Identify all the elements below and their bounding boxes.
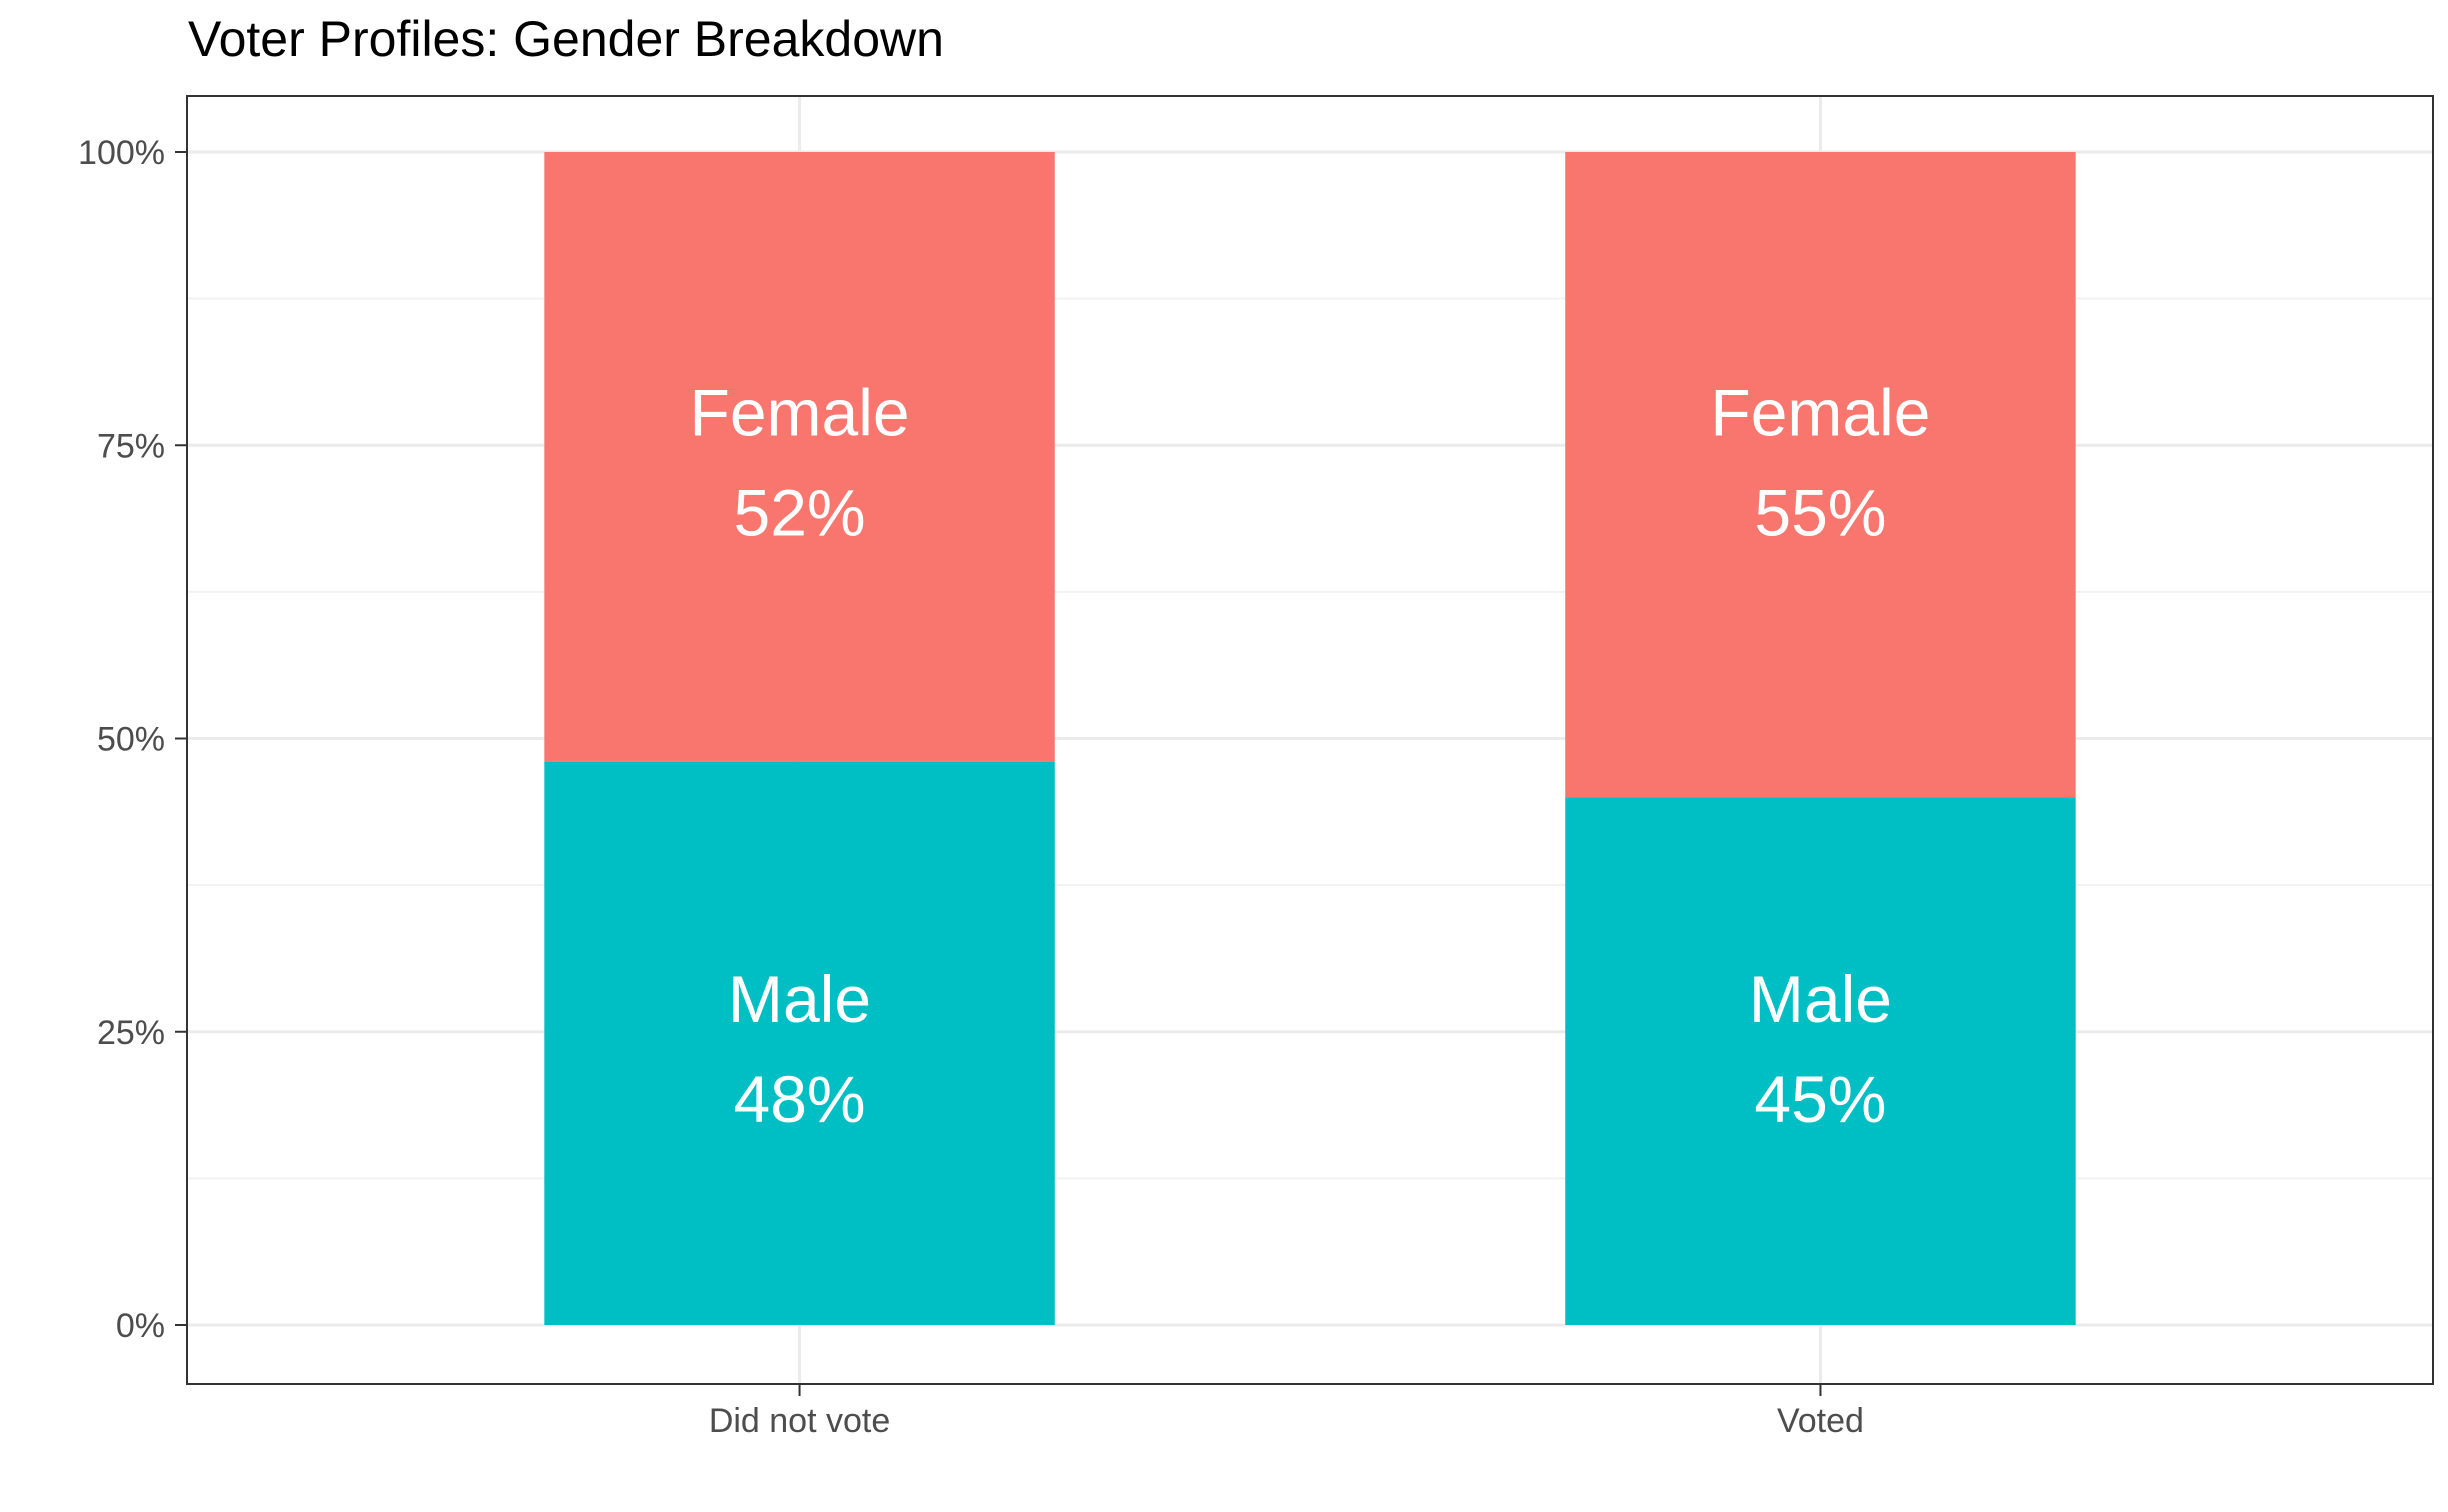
bars <box>544 152 2076 1325</box>
segment-name-label: Male <box>1749 962 1892 1036</box>
y-tick-label: 75% <box>97 427 165 465</box>
bar-female-1 <box>544 152 1055 762</box>
x-tick-label: Did not vote <box>709 1402 890 1440</box>
y-tick-label: 100% <box>78 134 165 172</box>
segment-labels: Male 48% Female 52% Male 45% Female 55% <box>690 375 1931 1136</box>
y-tick-label: 50% <box>97 721 165 759</box>
bar-male-2 <box>1565 797 2076 1325</box>
segment-value-label: 52% <box>733 475 865 549</box>
segment-name-label: Female <box>1710 375 1930 449</box>
y-tick-label: 25% <box>97 1014 165 1052</box>
segment-name-label: Female <box>690 375 910 449</box>
axes: 0% 25% 50% 75% 100% Did not vote Voted <box>78 134 1864 1440</box>
segment-name-label: Male <box>728 962 871 1036</box>
segment-value-label: 55% <box>1754 475 1886 549</box>
segment-value-label: 45% <box>1754 1062 1886 1136</box>
chart-title: Voter Profiles: Gender Breakdown <box>188 11 944 67</box>
bar-male-1 <box>544 761 1055 1325</box>
y-tick-label: 0% <box>116 1307 165 1345</box>
plot-border <box>186 95 2434 1385</box>
x-tick-label: Voted <box>1777 1402 1864 1440</box>
bar-female-2 <box>1565 152 2076 798</box>
segment-value-label: 48% <box>733 1062 865 1136</box>
grid-lines <box>187 96 2433 1384</box>
